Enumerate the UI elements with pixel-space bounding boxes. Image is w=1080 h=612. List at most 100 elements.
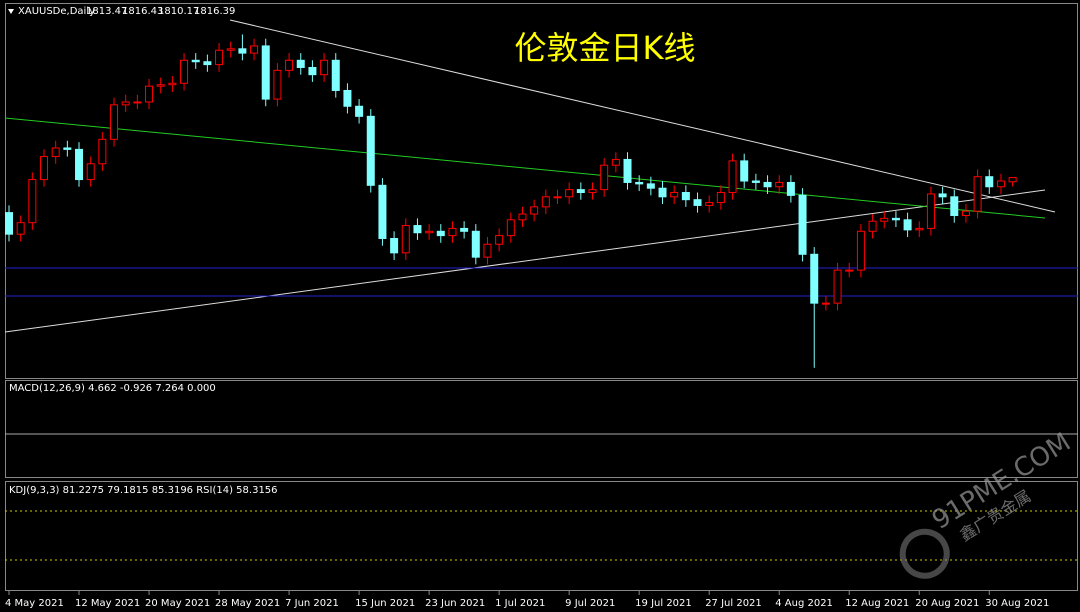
candle-body — [751, 180, 760, 183]
candle-body — [880, 217, 889, 222]
candle-body — [938, 193, 947, 198]
candle-body — [506, 219, 515, 237]
x-tick-label: 20 Aug 2021 — [915, 598, 979, 609]
candle-body — [821, 302, 830, 305]
candle-body — [553, 196, 562, 199]
x-tick-label: 15 Jun 2021 — [355, 598, 415, 609]
candle-body — [378, 184, 387, 239]
trend-line — [4, 117, 1046, 219]
candle-body — [86, 163, 95, 181]
x-tick-label: 4 Aug 2021 — [775, 598, 833, 609]
candle-body — [285, 59, 294, 71]
candle-body — [413, 225, 422, 234]
x-tick-label: 4 May 2021 — [5, 598, 64, 609]
candle-body — [63, 147, 72, 150]
candle-body — [588, 189, 597, 194]
candle-body — [716, 192, 725, 204]
trend-line — [4, 189, 1046, 333]
candle-body — [810, 253, 819, 304]
chart-title: 伦敦金日K线 — [515, 29, 696, 67]
candle-body — [98, 138, 107, 165]
kdj-label: KDJ(9,3,3) 81.2275 79.1815 85.3196 RSI(1… — [9, 485, 278, 496]
x-tick-label: 7 Jun 2021 — [285, 598, 339, 609]
candle-body — [460, 227, 469, 232]
candle-body — [261, 45, 270, 100]
candle-body — [693, 199, 702, 206]
x-tick-label: 1 Jul 2021 — [495, 598, 545, 609]
candle-body — [401, 225, 410, 254]
candle-body — [541, 196, 550, 208]
candle-body — [903, 219, 912, 231]
candle-body — [180, 59, 189, 84]
main-panel — [5, 3, 1078, 379]
candle-body — [250, 45, 259, 54]
candle-body — [915, 227, 924, 231]
candle-body — [868, 220, 877, 232]
candle-body — [1008, 177, 1017, 183]
candle-body — [973, 176, 982, 212]
menu-arrow[interactable] — [8, 9, 14, 14]
candle-body — [238, 48, 247, 54]
candle-body — [600, 164, 609, 191]
x-tick-label: 27 Jul 2021 — [705, 598, 762, 609]
candle-body — [798, 194, 807, 255]
trend-line — [229, 19, 1056, 213]
ohlc-low: 1810.17 — [158, 6, 199, 17]
candle-body — [728, 160, 737, 194]
candle-body — [366, 115, 375, 186]
candle-body — [110, 104, 119, 140]
candle-body — [273, 69, 282, 100]
candle-body — [833, 269, 842, 304]
candle-body — [168, 82, 177, 86]
candle-body — [845, 269, 854, 272]
x-tick-label: 23 Jun 2021 — [425, 598, 485, 609]
candle-body — [483, 243, 492, 258]
ohlc-close: 1816.39 — [194, 6, 235, 17]
candle-body — [436, 230, 445, 237]
macd-label: MACD(12,26,9) 4.662 -0.926 7.264 0.000 — [9, 383, 216, 394]
macd-panel — [5, 380, 1078, 478]
candle-body — [28, 179, 37, 224]
ohlc-open: 1813.47 — [86, 6, 127, 17]
candle-body — [191, 59, 200, 63]
candle-body — [156, 84, 165, 87]
candle-body — [681, 192, 690, 201]
candle-body — [565, 189, 574, 198]
candle-body — [343, 89, 352, 107]
candle-body — [215, 49, 224, 66]
candle-body — [961, 210, 970, 216]
candle-body — [530, 206, 539, 215]
x-tick-label: 20 May 2021 — [145, 598, 210, 609]
candle-body — [425, 230, 434, 234]
candle-body — [331, 59, 340, 91]
candle-body — [891, 217, 900, 221]
candle-body — [985, 176, 994, 188]
candle-body — [635, 181, 644, 185]
candle-body — [576, 189, 585, 194]
candle-body — [226, 48, 235, 51]
candle-body — [996, 180, 1005, 188]
x-tick-label: 19 Jul 2021 — [635, 598, 692, 609]
candle-body — [40, 156, 49, 181]
candle-body — [740, 160, 749, 182]
candle-body — [203, 61, 212, 66]
candle-body — [355, 105, 364, 117]
candle-body — [75, 148, 84, 181]
candle-body — [856, 230, 865, 271]
candle-body — [950, 196, 959, 216]
candle-body — [705, 202, 714, 206]
candle-body — [471, 230, 480, 258]
candle-body — [390, 237, 399, 254]
x-tick-label: 9 Jul 2021 — [565, 598, 615, 609]
candle-body — [658, 187, 667, 198]
candle-body — [16, 222, 25, 235]
candle-body — [646, 183, 655, 189]
candle-body — [320, 59, 329, 76]
candle-body — [448, 227, 457, 237]
candle-body — [623, 158, 632, 183]
watermark-logo — [899, 528, 950, 579]
candle-body — [133, 101, 142, 104]
